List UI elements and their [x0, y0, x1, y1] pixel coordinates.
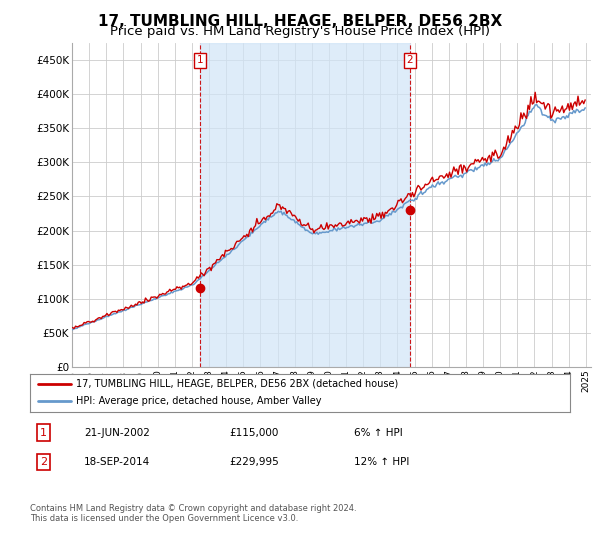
Text: 18-SEP-2014: 18-SEP-2014 — [84, 457, 150, 466]
Bar — [200, 43, 410, 367]
Text: 1: 1 — [40, 428, 47, 437]
Text: 21-JUN-2002: 21-JUN-2002 — [84, 428, 150, 437]
Text: 1: 1 — [197, 55, 203, 65]
Text: Price paid vs. HM Land Registry's House Price Index (HPI): Price paid vs. HM Land Registry's House … — [110, 25, 490, 38]
Text: Contains HM Land Registry data © Crown copyright and database right 2024.
This d: Contains HM Land Registry data © Crown c… — [30, 504, 356, 524]
Text: 17, TUMBLING HILL, HEAGE, BELPER, DE56 2BX (detached house): 17, TUMBLING HILL, HEAGE, BELPER, DE56 2… — [76, 379, 398, 389]
Text: £115,000: £115,000 — [230, 428, 279, 437]
Text: 2: 2 — [40, 457, 47, 466]
Text: HPI: Average price, detached house, Amber Valley: HPI: Average price, detached house, Ambe… — [76, 396, 322, 407]
Text: 2: 2 — [406, 55, 413, 65]
Text: 6% ↑ HPI: 6% ↑ HPI — [354, 428, 403, 437]
Text: 12% ↑ HPI: 12% ↑ HPI — [354, 457, 409, 466]
Text: £229,995: £229,995 — [230, 457, 280, 466]
Text: 17, TUMBLING HILL, HEAGE, BELPER, DE56 2BX: 17, TUMBLING HILL, HEAGE, BELPER, DE56 2… — [98, 14, 502, 29]
